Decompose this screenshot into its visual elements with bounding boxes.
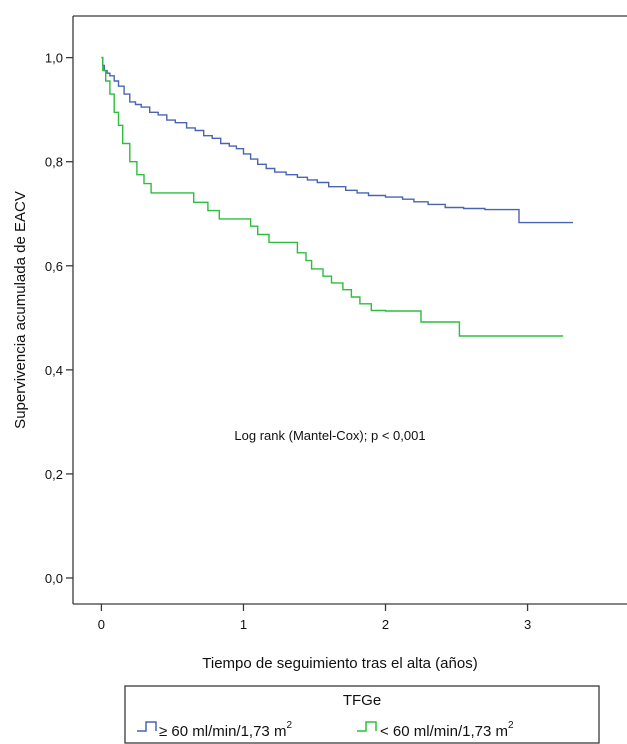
legend-label-2: < 60 ml/min/1,73 m2 (380, 720, 514, 740)
series-layer (101, 56, 573, 337)
legend-title: TFGe (343, 692, 381, 709)
legend-label-1: ≥ 60 ml/min/1,73 m2 (159, 720, 292, 740)
y-tick-label: 0,2 (45, 467, 63, 482)
x-axis-label: Tiempo de seguimiento tras el alta (años… (202, 655, 477, 672)
x-tick-label: 2 (382, 617, 389, 632)
legend: TFGe ≥ 60 ml/min/1,73 m2 < 60 ml/min/1,7… (124, 685, 600, 744)
logrank-annotation: Log rank (Mantel-Cox); p < 0,001 (234, 428, 425, 443)
y-tick-label: 0,4 (45, 363, 63, 378)
y-tick-label: 0,0 (45, 571, 63, 586)
y-axis-label: Supervivencia acumulada de EACV (12, 191, 29, 429)
y-tick-label: 0,6 (45, 259, 63, 274)
survival-curve-1 (101, 56, 573, 224)
y-tick-label: 1,0 (45, 51, 63, 66)
legend-entry-2: < 60 ml/min/1,73 m2 (357, 720, 514, 740)
legend-symbol-2 (357, 721, 377, 732)
x-axis-ticks: 0 1 2 3 (98, 604, 531, 632)
legend-box (124, 685, 600, 744)
x-tick-label: 3 (524, 617, 531, 632)
x-tick-label: 1 (240, 617, 247, 632)
legend-entry-1: ≥ 60 ml/min/1,73 m2 (137, 720, 292, 740)
y-tick-label: 0,8 (45, 155, 63, 170)
x-tick-label: 0 (98, 617, 105, 632)
y-axis-ticks: 0,0 0,2 0,4 0,6 0,8 1,0 (45, 51, 73, 586)
survival-curve-2 (101, 56, 564, 337)
legend-symbol-1 (137, 721, 157, 732)
plot-frame (72, 15, 627, 605)
